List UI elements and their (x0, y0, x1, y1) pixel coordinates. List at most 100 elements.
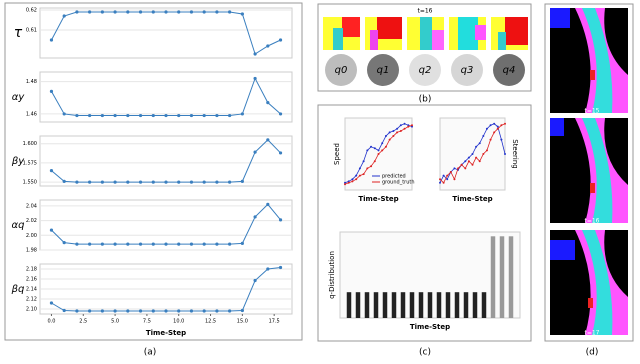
point (113, 180, 117, 184)
point (151, 10, 155, 14)
point (467, 160, 470, 163)
bar (418, 292, 424, 318)
point (493, 131, 496, 134)
x-axis-label: Time-Step (358, 195, 398, 203)
plot-area (39, 7, 293, 59)
point (266, 202, 270, 207)
y-axis-label: τ (14, 25, 23, 41)
point (407, 124, 410, 127)
q-label: q0 (335, 65, 348, 76)
y-axis-label: βq (11, 284, 25, 295)
point (49, 89, 54, 93)
y-tick-label: 1.550 (23, 180, 37, 186)
point (278, 151, 283, 155)
point (138, 113, 143, 118)
point (370, 145, 373, 148)
y-tick-label: 0.62 (26, 8, 37, 14)
point (100, 180, 104, 184)
point (126, 242, 130, 246)
point (496, 125, 499, 128)
point (449, 171, 452, 173)
point (88, 242, 92, 246)
bar (364, 292, 370, 318)
bar (373, 292, 379, 318)
point (362, 160, 365, 163)
point (485, 127, 488, 130)
point (100, 309, 104, 313)
point (228, 180, 232, 184)
bar (355, 292, 361, 318)
point (392, 135, 395, 137)
panel-b-title: t=16 (417, 8, 432, 15)
point (215, 113, 219, 118)
point (504, 153, 506, 155)
panel-label: (c) (419, 348, 431, 358)
point (464, 160, 467, 163)
point (453, 167, 456, 170)
point (177, 180, 181, 184)
q-label: q2 (419, 65, 432, 76)
point (100, 242, 104, 246)
point (475, 145, 478, 148)
bar (454, 292, 460, 318)
point (347, 180, 350, 183)
point (446, 178, 449, 181)
point (164, 242, 168, 246)
point (407, 125, 410, 128)
point (482, 153, 485, 155)
point (482, 135, 485, 137)
point (403, 127, 406, 130)
y-tick-label: 2.00 (26, 233, 37, 239)
bar (490, 236, 496, 318)
q-label: q4 (503, 65, 516, 76)
point (215, 10, 219, 14)
point (266, 138, 270, 142)
y-tick-label: 2.14 (26, 287, 37, 293)
x-tick-label: 7.5 (143, 319, 151, 325)
frame-time: t=16 (584, 218, 599, 225)
point (504, 122, 506, 125)
bar (499, 236, 505, 318)
point (49, 38, 54, 42)
point (464, 167, 467, 170)
y-tick-label: 2.16 (26, 277, 37, 283)
y-tick-label: 2.02 (26, 218, 37, 224)
point (478, 160, 481, 163)
point (266, 267, 270, 271)
bar (463, 292, 469, 318)
panel-c-box (317, 104, 532, 342)
point (75, 180, 79, 184)
point (500, 138, 503, 141)
bar (382, 292, 388, 318)
point (457, 167, 460, 170)
q-label: q1 (377, 65, 390, 76)
point (362, 173, 365, 176)
point (439, 178, 441, 181)
point (253, 215, 257, 219)
panel-a-box (4, 2, 303, 341)
point (384, 135, 387, 137)
point (366, 167, 369, 170)
x-axis-label: Time-Step (410, 323, 450, 331)
frame-time: t=17 (584, 330, 599, 337)
point (126, 309, 130, 313)
point (253, 76, 257, 81)
point (62, 308, 66, 313)
x-tick-label: 17.5 (269, 319, 280, 325)
point (49, 301, 54, 305)
point (266, 101, 270, 105)
point (388, 131, 391, 134)
point (358, 167, 361, 170)
point (381, 142, 384, 145)
bar (508, 236, 514, 318)
point (446, 174, 449, 177)
bar (400, 292, 406, 318)
bar (427, 292, 433, 318)
y-axis-label: Speed (333, 143, 341, 165)
x-tick-label: 10.0 (173, 319, 184, 325)
point (138, 180, 143, 184)
bar (409, 292, 415, 318)
segmentation-thumbnails (323, 17, 528, 50)
point (266, 44, 270, 48)
point (88, 113, 92, 118)
